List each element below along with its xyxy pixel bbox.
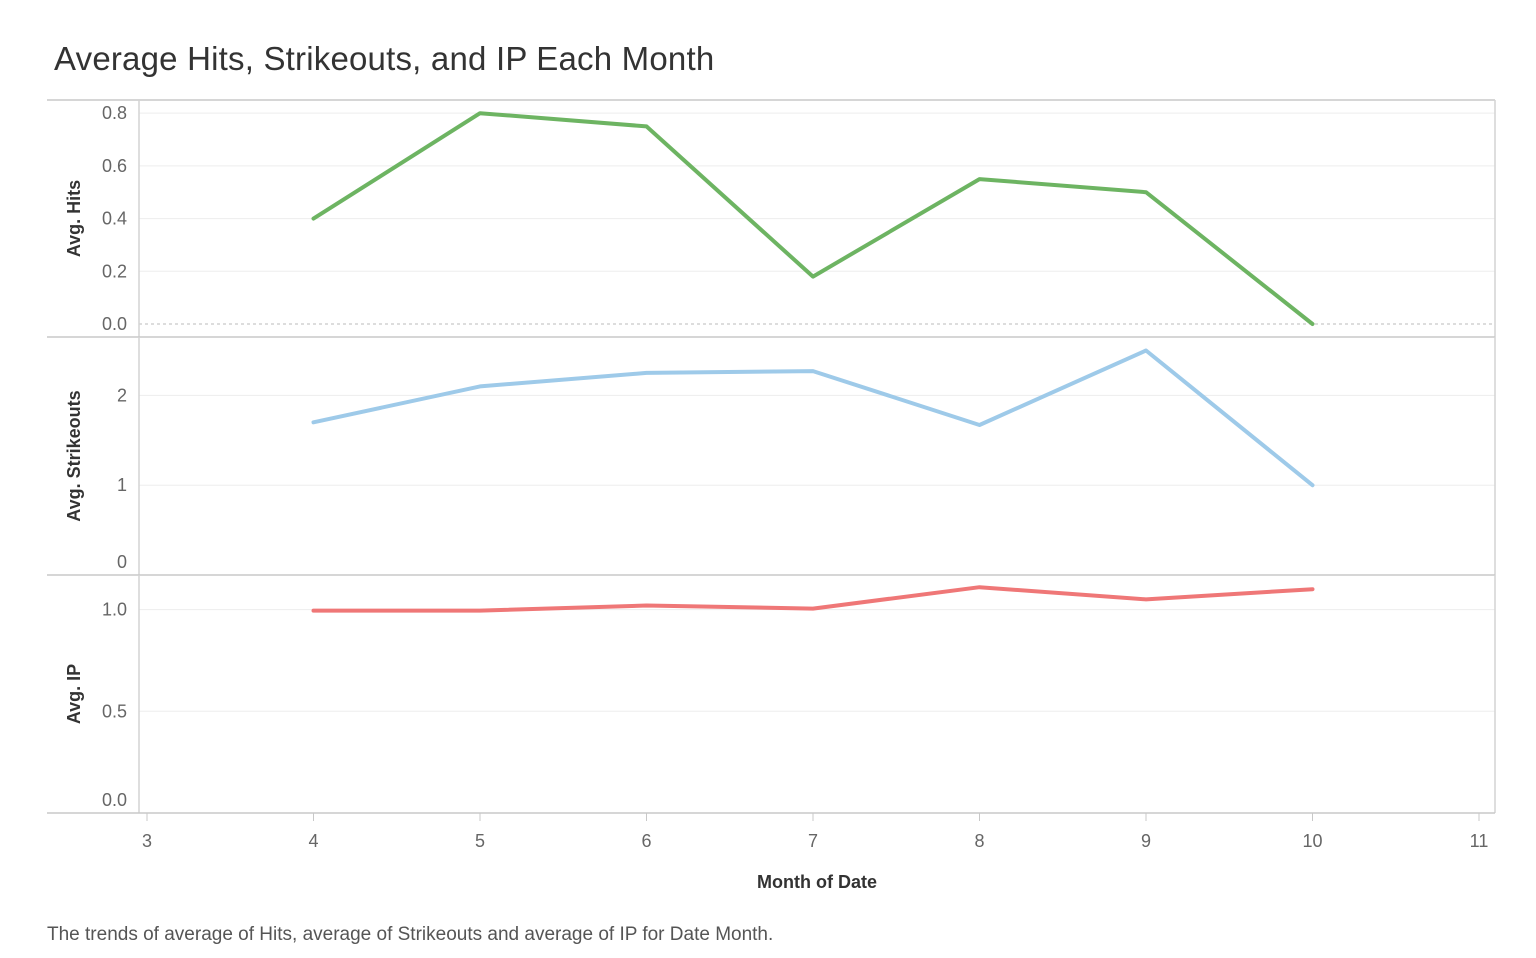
- data-point: [977, 422, 983, 428]
- chart-caption: The trends of average of Hits, average o…: [47, 924, 774, 945]
- data-point: [477, 383, 483, 389]
- x-tick-label: 7: [808, 831, 818, 851]
- data-point: [644, 603, 650, 609]
- y-tick-label: 0.0: [102, 790, 127, 810]
- y-tick-label: 0.8: [102, 103, 127, 123]
- data-point: [1143, 596, 1149, 602]
- y-tick-label: 0.4: [102, 209, 127, 229]
- x-tick-label: 5: [475, 831, 485, 851]
- data-point: [311, 216, 317, 222]
- chart-area: 0.0 0.2 0.4 0.6 0.8 Avg. Hits 0 1 2 Avg. Strikeou…: [47, 99, 1496, 892]
- series-line: [311, 111, 1315, 326]
- data-point: [977, 176, 983, 182]
- x-axis-title: Month of Date: [757, 872, 877, 892]
- y-axis-title: Avg. IP: [64, 664, 84, 724]
- x-tick-label: 10: [1302, 831, 1322, 851]
- data-point: [1143, 189, 1149, 195]
- y-tick-label: 0.6: [102, 156, 127, 176]
- data-point: [810, 274, 816, 280]
- data-point: [810, 606, 816, 612]
- y-tick-label: 0.0: [102, 314, 127, 334]
- data-point: [311, 608, 317, 614]
- data-point: [311, 419, 317, 425]
- x-tick-label: 11: [1470, 831, 1489, 851]
- y-tick-label: 0.5: [102, 701, 127, 721]
- chart-title: Average Hits, Strikeouts, and IP Each Mo…: [54, 40, 715, 77]
- x-axis: 3 4 5 6 7 8 9 10 11 Month of Date: [47, 812, 1495, 892]
- panels: 0.0 0.2 0.4 0.6 0.8 Avg. Hits 0 1 2 Avg. Strikeou…: [47, 99, 1496, 813]
- x-tick-label: 4: [308, 831, 318, 851]
- y-tick-label: 0: [117, 552, 127, 572]
- data-point: [644, 370, 650, 376]
- x-tick-label: 8: [974, 831, 984, 851]
- x-tick-label: 6: [641, 831, 651, 851]
- data-point: [977, 584, 983, 590]
- y-tick-label: 0.2: [102, 261, 127, 281]
- y-tick-label: 2: [117, 385, 127, 405]
- panel-2: 0 1 2 Avg. Strikeouts: [47, 336, 1496, 575]
- data-point: [810, 368, 816, 374]
- series-line: [311, 348, 1315, 488]
- data-point: [1310, 482, 1316, 488]
- data-point: [477, 608, 483, 614]
- data-point: [477, 110, 483, 116]
- y-tick-label: 1.0: [102, 600, 127, 620]
- x-tick-label: 9: [1141, 831, 1151, 851]
- data-point: [644, 123, 650, 129]
- data-point: [1143, 347, 1149, 353]
- panel-3: 0.0 0.5 1.0 Avg. IP: [47, 574, 1496, 813]
- y-axis-title: Avg. Strikeouts: [64, 390, 84, 521]
- data-point: [1310, 586, 1316, 592]
- y-tick-label: 1: [117, 475, 127, 495]
- series-line: [311, 585, 1315, 613]
- panel-1: 0.0 0.2 0.4 0.6 0.8 Avg. Hits: [47, 99, 1496, 337]
- x-tick-label: 3: [142, 831, 152, 851]
- data-point: [1310, 321, 1316, 327]
- y-axis-title: Avg. Hits: [64, 180, 84, 257]
